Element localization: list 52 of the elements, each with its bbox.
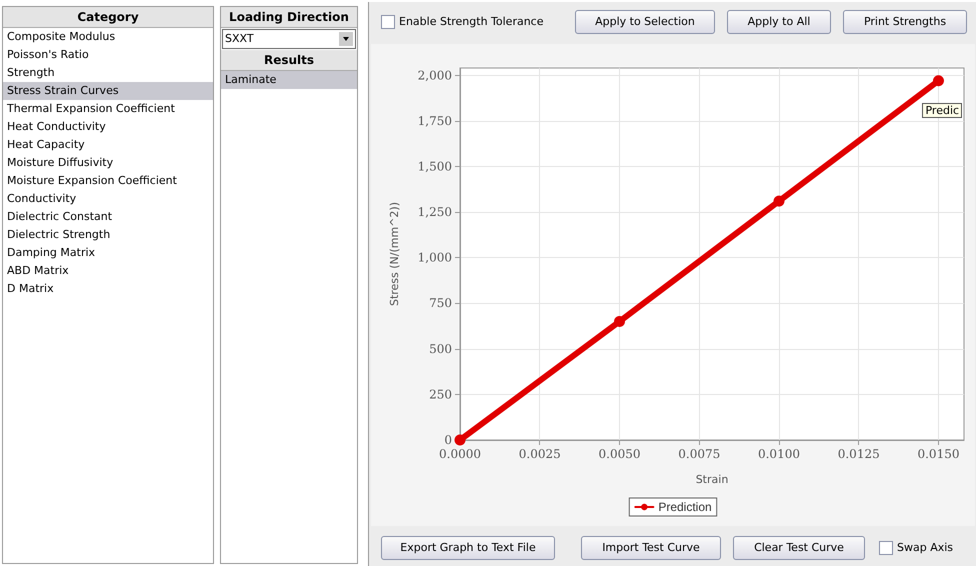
y-tick-label: 0 xyxy=(444,433,452,447)
text: Stress Strain Curves xyxy=(3,82,213,100)
x-tick-label: 0.0025 xyxy=(518,447,561,461)
x-tick-label: 0.0050 xyxy=(598,447,640,461)
text: Moisture Expansion Coefficient xyxy=(6,173,178,189)
point xyxy=(614,316,625,327)
text: Results xyxy=(221,50,357,71)
text: Clear Test Curve xyxy=(733,536,865,560)
text: ABD Matrix xyxy=(6,263,70,279)
x-tick-label: 0.0100 xyxy=(758,447,800,461)
text: Enable Strength Tolerance xyxy=(398,14,544,30)
text: Damping Matrix xyxy=(6,245,96,261)
y-tick-label: 1,250 xyxy=(418,205,452,220)
x-tick-label: 0.0075 xyxy=(678,447,720,461)
text: Apply to All xyxy=(727,10,831,34)
point xyxy=(932,75,944,86)
text: Export Graph to Text File xyxy=(381,536,555,560)
text: Dielectric Strength xyxy=(6,227,112,243)
point xyxy=(454,434,466,446)
text: Apply to Selection xyxy=(575,10,715,34)
point xyxy=(774,196,784,207)
y-tick-label: 500 xyxy=(429,342,452,356)
legend-label: Prediction xyxy=(658,500,712,514)
text: Laminate xyxy=(221,71,357,89)
text: Dielectric Constant xyxy=(6,209,114,225)
y-axis-title: Stress (N/(mm^2)) xyxy=(388,202,401,306)
text: Import Test Curve xyxy=(581,536,721,560)
text: Conductivity xyxy=(6,191,78,207)
text: Strength xyxy=(6,65,56,81)
text: Loading Direction xyxy=(221,7,357,28)
annotation: Predic xyxy=(922,102,962,118)
x-tick-label: 0.0000 xyxy=(439,447,481,461)
y-tick-label: 1,500 xyxy=(418,159,452,174)
text: Swap Axis xyxy=(896,540,954,556)
y-tick-label: 750 xyxy=(429,296,452,310)
text: Poisson's Ratio xyxy=(6,47,90,63)
x-tick-label: 0.0150 xyxy=(917,447,960,461)
text: Heat Conductivity xyxy=(6,119,107,135)
x-axis-title: Strain xyxy=(696,473,728,486)
text: D Matrix xyxy=(6,281,55,297)
y-tick-label: 2,000 xyxy=(418,68,452,82)
text: Category xyxy=(3,7,213,28)
text: Moisture Diffusivity xyxy=(6,155,114,171)
text: Heat Capacity xyxy=(6,137,86,153)
text: Composite Modulus xyxy=(6,29,116,45)
y-tick-label: 1,750 xyxy=(418,114,452,128)
text: Thermal Expansion Coefficient xyxy=(6,101,176,117)
text: Print Strengths xyxy=(843,10,967,34)
text: SXXT xyxy=(222,29,356,49)
x-tick-label: 0.0125 xyxy=(838,447,880,461)
y-tick-label: 250 xyxy=(429,387,452,402)
y-tick-label: 1,000 xyxy=(418,250,452,265)
